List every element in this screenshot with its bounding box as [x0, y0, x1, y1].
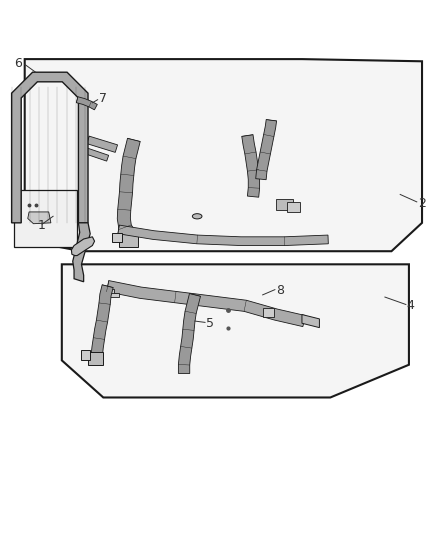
Polygon shape: [276, 199, 293, 210]
Text: 4: 4: [407, 300, 415, 312]
Polygon shape: [76, 97, 97, 110]
Polygon shape: [62, 264, 409, 398]
Polygon shape: [178, 294, 201, 374]
Text: 1: 1: [38, 219, 46, 231]
Polygon shape: [85, 148, 109, 161]
Polygon shape: [242, 135, 260, 197]
Bar: [14, 190, 77, 247]
Text: 2: 2: [418, 197, 426, 209]
Polygon shape: [117, 138, 140, 243]
Polygon shape: [81, 350, 90, 360]
Polygon shape: [88, 352, 103, 365]
Text: 6: 6: [14, 57, 21, 70]
Ellipse shape: [192, 214, 202, 219]
Polygon shape: [110, 293, 119, 297]
Polygon shape: [119, 234, 138, 247]
Polygon shape: [106, 289, 114, 294]
Text: 7: 7: [99, 92, 107, 105]
Polygon shape: [256, 119, 276, 180]
Polygon shape: [106, 280, 305, 327]
Polygon shape: [287, 202, 300, 212]
Polygon shape: [91, 285, 113, 357]
Polygon shape: [302, 314, 319, 328]
Polygon shape: [71, 237, 95, 256]
Polygon shape: [28, 212, 51, 224]
Polygon shape: [112, 233, 122, 243]
Polygon shape: [87, 136, 117, 152]
Text: 8: 8: [276, 284, 284, 297]
Polygon shape: [118, 225, 328, 246]
Text: 5: 5: [206, 317, 214, 330]
Polygon shape: [25, 59, 422, 251]
Polygon shape: [73, 223, 90, 282]
Polygon shape: [263, 308, 274, 317]
Polygon shape: [12, 72, 88, 223]
